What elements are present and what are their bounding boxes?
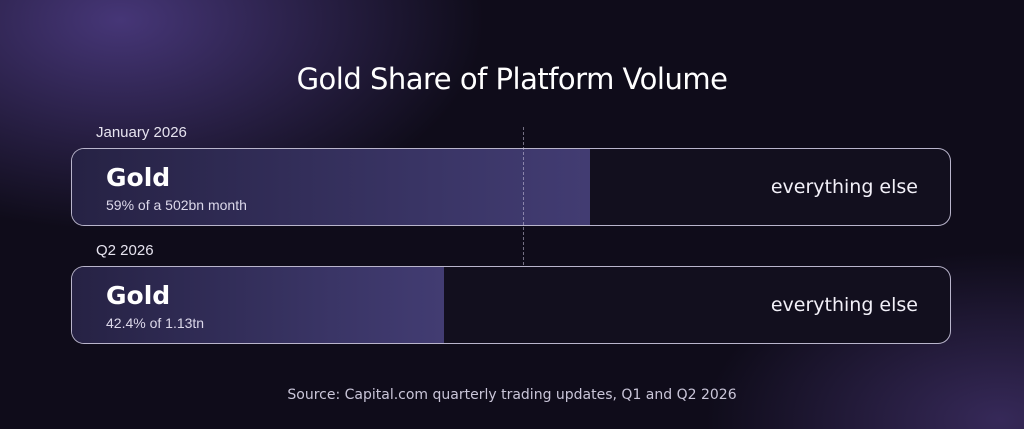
gold-segment-q2 [72, 267, 445, 343]
bar-january: Gold 59% of a 502bn month everything els… [71, 148, 951, 226]
remainder-label: everything else [770, 176, 918, 198]
remainder-label: everything else [770, 294, 918, 316]
gold-segment-january [72, 149, 591, 225]
bar-q2: Gold 42.4% of 1.13tn everything else [71, 266, 951, 344]
reference-divider-line [523, 127, 524, 265]
period-label-q2: Q2 2026 [96, 242, 154, 259]
source-note: Source: Capital.com quarterly trading up… [287, 387, 737, 403]
gold-segment-detail: 42.4% of 1.13tn [106, 315, 205, 331]
gold-segment-detail: 59% of a 502bn month [106, 197, 247, 213]
period-label-january: January 2026 [96, 124, 187, 141]
gold-segment-label: Gold [106, 281, 171, 310]
gold-segment-label: Gold [106, 163, 171, 192]
chart-title: Gold Share of Platform Volume [296, 62, 728, 96]
